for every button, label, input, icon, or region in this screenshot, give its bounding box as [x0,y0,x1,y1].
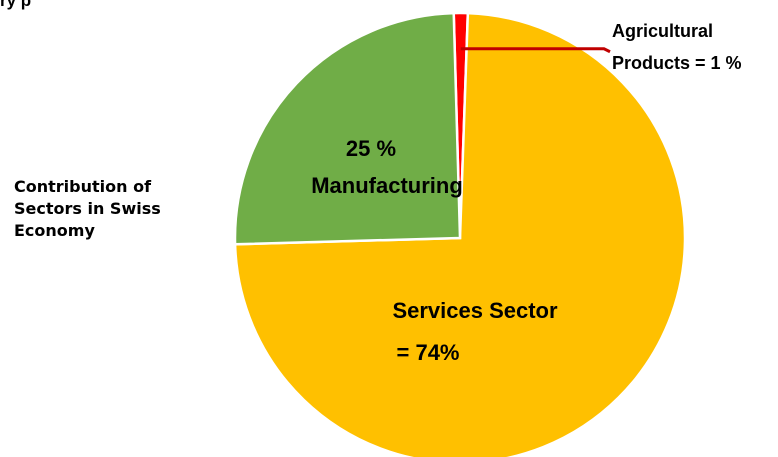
services-label-line2: = 74% [397,340,460,365]
agricultural-label-line2: Products = 1 % [612,53,742,73]
services-label-line1: Services Sector [392,298,558,323]
chart-title: Contribution of Sectors in Swiss Economy [14,177,161,241]
slice-services-sector [233,11,687,457]
agricultural-label-line1: Agricultural [612,21,713,41]
manufacturing-label-line1: 25 % [346,136,396,161]
slice-manufacturing [233,11,462,246]
agricultural-leader-line [460,47,611,54]
cropped-top-text: ry p [0,0,32,10]
manufacturing-label-line2: Manufacturing [311,173,463,198]
